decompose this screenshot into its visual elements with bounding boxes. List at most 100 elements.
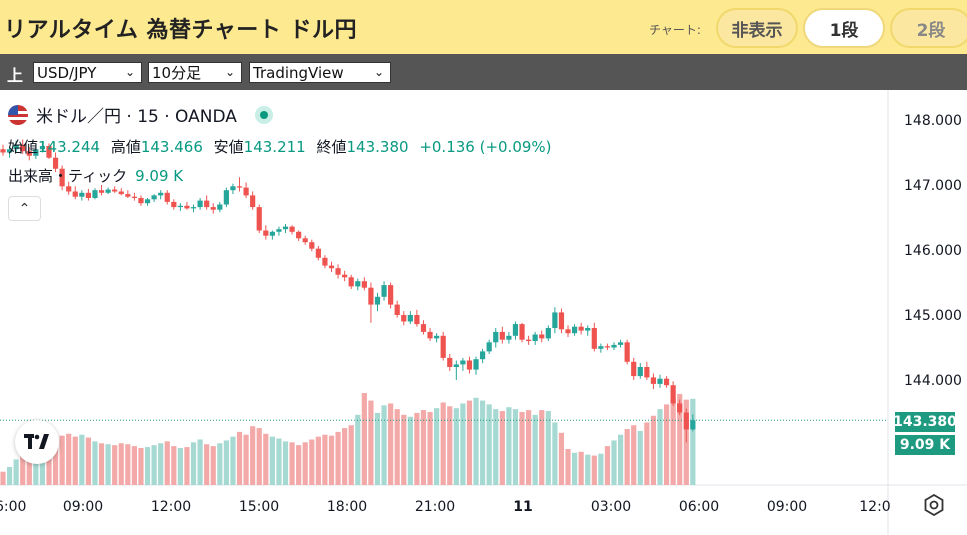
candle-body [177, 205, 183, 208]
volume-bar [263, 433, 269, 485]
price-tick-label: 145.000 [904, 308, 962, 324]
candle-body [6, 149, 13, 153]
volume-bar [342, 428, 348, 485]
candle-body [427, 331, 433, 339]
volume-bar [322, 434, 328, 485]
volume-bar [144, 447, 151, 485]
candle-body [20, 144, 26, 152]
currency-pair-value: USD/JPY [37, 63, 97, 82]
candle-body [230, 186, 236, 191]
interval-value: 10分足 [152, 64, 202, 82]
candle-body [631, 361, 637, 377]
tradingview-logo-icon[interactable] [15, 420, 59, 464]
volume-bar [52, 439, 59, 485]
candle-body [486, 342, 492, 352]
candle-body [26, 151, 32, 156]
volume-bar [637, 430, 643, 485]
volume-bar [66, 433, 72, 485]
candle-body [309, 242, 315, 249]
hide-chart-button[interactable]: 非表示 [716, 8, 798, 48]
chevron-down-icon: ⌄ [224, 65, 235, 79]
provider-select[interactable]: TradingView ⌄ [249, 62, 391, 83]
candle-body [453, 364, 459, 367]
volume-bar [466, 400, 473, 485]
volume-bar [210, 446, 216, 485]
candle-body [0, 149, 6, 153]
candle-body [617, 342, 624, 345]
candle-body [302, 238, 308, 243]
volume-bar [388, 403, 394, 485]
candle-body [519, 324, 525, 340]
volume-bar [493, 409, 499, 485]
candlestick-plot[interactable]: 148.000 147.000 146.000 145.000 144.000 6:00 0… [0, 90, 967, 535]
time-tick-label: 06:00 [679, 499, 719, 515]
volume-bar [79, 434, 85, 485]
candle-body [677, 403, 683, 413]
high-value: 143.466 [140, 138, 203, 156]
volume-bar [118, 443, 124, 485]
volume-bar [526, 410, 532, 485]
candle-body [125, 194, 131, 197]
candle-body [112, 189, 118, 192]
currency-pair-select[interactable]: USD/JPY ⌄ [33, 62, 142, 83]
volume-bar [355, 414, 361, 485]
time-tick-label: 11 [513, 499, 532, 515]
candle-body [322, 257, 328, 266]
close-label: 終値 [316, 138, 347, 156]
candle-body [447, 357, 453, 367]
volume-bar [591, 455, 597, 485]
candle-body [355, 281, 361, 287]
candle-body [263, 230, 269, 236]
candle-body [151, 195, 157, 200]
volume-bar [125, 444, 131, 485]
two-row-button[interactable]: 2段 [890, 8, 967, 48]
volume-bar [92, 441, 98, 485]
candle-body [223, 190, 229, 205]
volume-bar [670, 398, 676, 485]
volume-bar [223, 440, 229, 485]
volume-label: 出来高・ティック [8, 167, 128, 185]
volume-bar [315, 436, 321, 485]
volume-bar [177, 448, 183, 485]
volume-bar [690, 398, 696, 485]
usd-flag-icon [8, 104, 28, 125]
candle-body [236, 186, 243, 188]
candle-body [552, 312, 558, 328]
candle-body [604, 346, 611, 348]
price-tick-label: 144.000 [904, 373, 962, 389]
volume-bar [256, 428, 262, 485]
settings-gear-icon[interactable] [923, 494, 945, 516]
time-tick-label: 09:00 [767, 499, 807, 515]
price-chart[interactable]: 148.000 147.000 146.000 145.000 144.000 6:00 0… [0, 90, 967, 535]
candle-body [499, 331, 505, 340]
interval-select[interactable]: 10分足 ⌄ [148, 62, 242, 83]
candle-body [348, 277, 354, 287]
candle-body [368, 287, 374, 305]
candle-body [466, 360, 473, 370]
candle-body [184, 205, 190, 209]
candle-body [539, 334, 545, 339]
chart-toolbar: 上 USD/JPY ⌄ 10分足 ⌄ TradingView ⌄ [0, 54, 967, 90]
change-value: +0.136 (+0.09%) [419, 138, 552, 156]
candle-body [414, 315, 420, 325]
candle-body [269, 231, 275, 236]
volume-bar [532, 414, 538, 485]
volume-bar [552, 422, 558, 485]
candle-body [289, 226, 295, 232]
candle-body [434, 335, 440, 339]
volume-bar [394, 409, 400, 485]
candle-body [52, 157, 59, 169]
volume-bar [519, 411, 525, 485]
one-row-button[interactable]: 1段 [803, 8, 885, 48]
candle-body [131, 196, 137, 198]
volume-bar [39, 453, 46, 485]
volume-bar [401, 414, 407, 485]
collapse-legend-button[interactable]: ⌃ [8, 196, 41, 221]
candle-body [256, 207, 262, 231]
volume-bar [348, 425, 354, 485]
volume-bar [230, 436, 236, 485]
low-label: 安値 [213, 138, 244, 156]
volume-bar [611, 440, 617, 485]
volume-bar [131, 446, 137, 485]
